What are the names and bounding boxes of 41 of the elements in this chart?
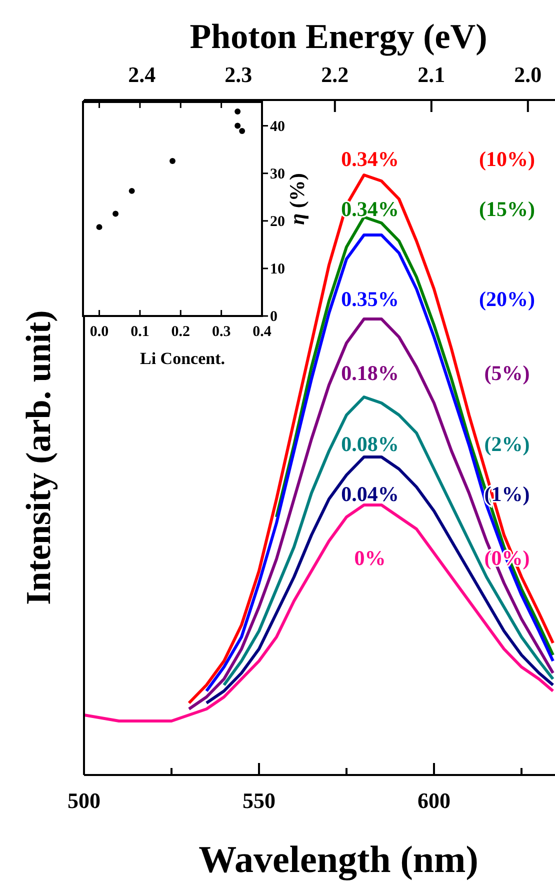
x-tick-label: 0.0	[90, 324, 109, 340]
text: (10%)	[479, 147, 535, 171]
x-tick-label: 0.2	[171, 324, 190, 340]
series-label: 0.08%	[341, 432, 399, 456]
annotation: (5%)	[484, 361, 530, 385]
y-axis-title: Intensity (arb. unit)	[19, 310, 58, 605]
x-tick-label: 600	[418, 788, 450, 813]
point	[170, 158, 176, 164]
point	[234, 122, 241, 129]
x2-axis-title: Photon Energy (eV)	[190, 17, 488, 56]
x-axis-title: Li Concent.	[140, 349, 225, 368]
annotation: (2%)	[484, 432, 530, 456]
y-tick-label: 30	[270, 166, 285, 182]
y-axis-title: η (%)	[285, 173, 309, 225]
y-tick-label: 40	[270, 118, 285, 135]
x-tick-label: 0.3	[212, 324, 231, 340]
point	[234, 108, 241, 114]
x-tick-label: 500	[68, 788, 100, 813]
x2-tick-label: 2.4	[128, 62, 156, 87]
x-tick-label: 0.4	[252, 324, 272, 340]
series-label: 0.35%	[341, 287, 399, 311]
series-label: 0.04%	[341, 482, 399, 506]
x-tick-label: 550	[242, 788, 276, 813]
series-label: 0%	[354, 546, 386, 570]
series-label: 0.34%	[341, 147, 399, 171]
y-tick-label: 20	[270, 214, 285, 230]
point	[112, 210, 119, 217]
y-tick-label: 0	[270, 309, 278, 325]
x2-tick-label: 2.0	[514, 62, 542, 87]
point	[128, 188, 135, 194]
series-label: 0.18%	[341, 361, 399, 385]
annotation: (15%)	[479, 197, 535, 221]
point	[239, 128, 246, 134]
x-axis-title: Wavelength (nm)	[198, 839, 478, 881]
y-tick-label: 10	[270, 261, 285, 278]
annotation: (20%)	[479, 287, 535, 311]
point	[96, 224, 102, 230]
x-tick-label: 0.1	[130, 324, 150, 340]
x2-tick-label: 2.1	[418, 62, 446, 87]
x2-tick-label: 2.2	[321, 62, 349, 87]
x2-tick-label: 2.3	[224, 62, 252, 87]
